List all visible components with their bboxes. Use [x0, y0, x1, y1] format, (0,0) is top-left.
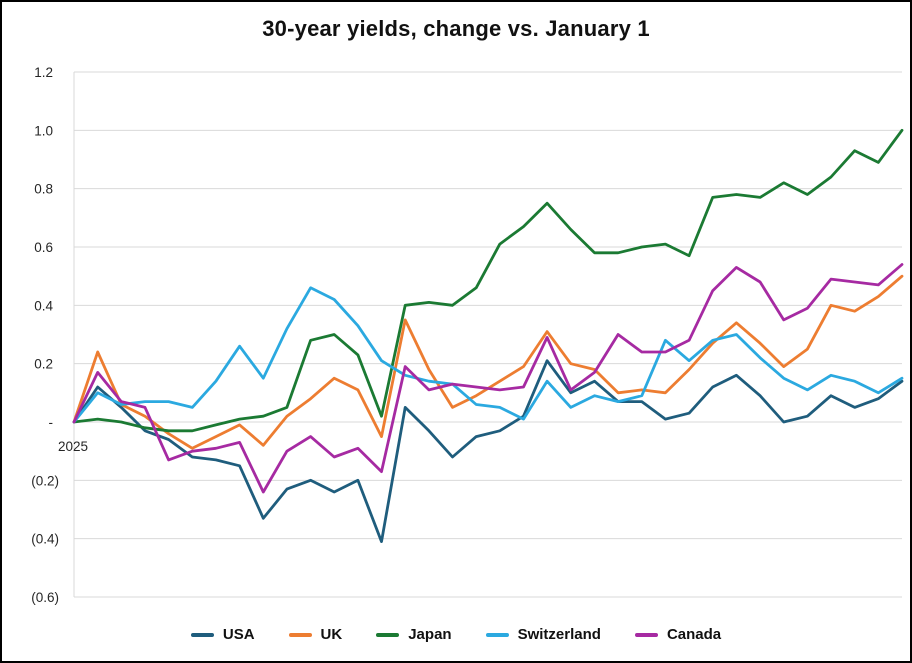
legend-label: Japan — [408, 626, 452, 643]
legend-swatch-icon — [190, 632, 214, 637]
y-tick-label: (0.2) — [31, 473, 59, 488]
chart-legend: USA UK Japan Switzerland Canada — [2, 626, 910, 643]
legend-label: UK — [320, 626, 343, 643]
legend-swatch-icon — [485, 632, 509, 637]
y-tick-label: 0.2 — [34, 357, 53, 372]
legend-swatch-icon — [634, 632, 658, 637]
y-tick-label: 0.8 — [34, 182, 53, 197]
legend-item-japan: Japan — [376, 626, 452, 643]
legend-label: Switzerland — [517, 626, 601, 643]
series-line-japan — [72, 128, 904, 433]
y-tick-label: 1.2 — [34, 65, 53, 80]
series-line-canada — [72, 263, 904, 494]
legend-label: Canada — [666, 626, 722, 643]
y-tick-label: (0.6) — [31, 590, 59, 605]
legend-item-switzerland: Switzerland — [485, 626, 601, 643]
legend-item-canada: Canada — [634, 626, 722, 643]
legend-item-usa: USA — [190, 626, 255, 643]
legend-item-uk: UK — [288, 626, 343, 643]
x-axis-year-label: 2025 — [58, 439, 88, 454]
y-tick-label: - — [49, 415, 54, 430]
legend-label: USA — [222, 626, 255, 643]
y-tick-label: 0.4 — [34, 298, 53, 313]
series-line-switzerland — [72, 286, 904, 424]
series-line-usa — [72, 359, 904, 543]
y-tick-label: 0.6 — [34, 240, 53, 255]
legend-swatch-icon — [288, 632, 312, 637]
legend-swatch-icon — [376, 632, 400, 637]
chart-title: 30-year yields, change vs. January 1 — [262, 16, 650, 41]
y-tick-label: 1.0 — [34, 123, 53, 138]
y-tick-label: (0.4) — [31, 532, 59, 547]
